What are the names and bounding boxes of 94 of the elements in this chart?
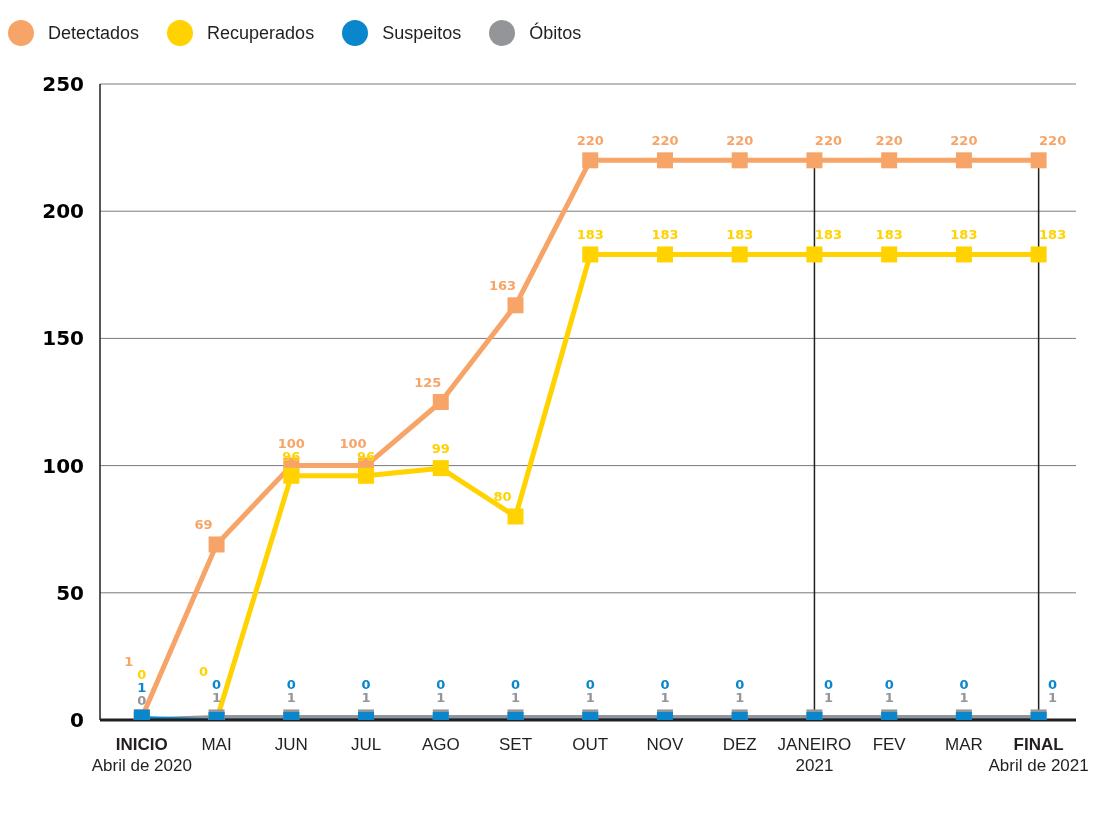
data-label: 1 — [735, 690, 745, 706]
point — [1030, 246, 1047, 263]
data-label: 183 — [1039, 227, 1067, 243]
x-tick-label: DEZ — [722, 735, 757, 754]
data-label: 183 — [814, 227, 843, 243]
data-label: 1 — [510, 690, 521, 706]
point — [881, 152, 898, 169]
data-label: 1 — [1048, 690, 1058, 706]
point — [656, 152, 673, 169]
point — [432, 394, 449, 410]
data-label: 0 — [137, 693, 147, 708]
legend-label: Suspeitos — [382, 22, 462, 44]
data-label: 183 — [950, 227, 978, 243]
legend-label: Recuperados — [207, 22, 315, 44]
data-label: 100 — [339, 435, 367, 451]
point — [881, 246, 898, 263]
data-label: 183 — [726, 227, 754, 243]
data-label: 0 — [361, 677, 371, 693]
y-tick-label: 200 — [42, 199, 84, 224]
point — [358, 467, 375, 484]
data-label: 80 — [493, 489, 512, 505]
point — [955, 152, 972, 169]
data-label: 0 — [1048, 677, 1058, 693]
x-tick-label: NOV — [646, 735, 685, 754]
data-label: 220 — [875, 133, 903, 149]
data-label: 0 — [585, 677, 595, 693]
point — [955, 246, 972, 263]
data-label: 1 — [884, 690, 894, 706]
data-label: 100 — [277, 435, 305, 451]
point — [507, 508, 524, 525]
data-label: 0 — [436, 677, 446, 693]
data-label: 125 — [414, 375, 442, 390]
data-label: 0 — [286, 677, 296, 693]
data-label: 220 — [814, 133, 843, 149]
data-label: 163 — [488, 278, 517, 294]
legend-label: Óbitos — [529, 22, 582, 44]
data-label: 0 — [212, 677, 222, 693]
data-label: 0 — [137, 667, 147, 682]
data-label: 0 — [199, 664, 209, 680]
data-label: 0 — [884, 677, 894, 693]
x-tick-label: JUL — [350, 735, 382, 754]
data-label: 1 — [585, 690, 595, 706]
point — [731, 152, 748, 169]
data-label: 1 — [959, 690, 969, 706]
data-label: 1 — [286, 690, 296, 706]
data-label: 0 — [959, 677, 969, 693]
data-label: 220 — [950, 133, 978, 149]
data-label: 0 — [660, 677, 670, 693]
y-tick-label: 150 — [42, 326, 84, 351]
legend-label: Detectados — [48, 22, 140, 44]
data-label: 220 — [576, 133, 604, 149]
data-label: 220 — [651, 133, 679, 149]
y-tick-label: 250 — [42, 72, 84, 96]
data-label: 69 — [194, 517, 213, 533]
x-tick-label: MAI — [201, 735, 232, 754]
point — [582, 152, 599, 169]
data-label: 1 — [124, 654, 134, 669]
y-tick-label: 50 — [56, 580, 84, 605]
data-label: 183 — [651, 227, 679, 243]
data-label: 220 — [726, 133, 754, 149]
x-tick-label: FEV — [872, 735, 907, 754]
point — [432, 460, 449, 477]
x-tick-label: INICIO Abril de 2020 — [91, 735, 192, 775]
point — [656, 246, 673, 263]
data-label: 0 — [510, 677, 521, 693]
data-label: 1 — [436, 690, 446, 706]
x-tick-label: JANEIRO 2021 — [777, 735, 852, 775]
data-label: 99 — [431, 441, 450, 457]
data-label: 0 — [735, 677, 745, 693]
data-label: 1 — [823, 690, 833, 706]
data-label: 1 — [361, 690, 371, 706]
data-label: 183 — [875, 227, 903, 243]
point — [507, 297, 524, 314]
point — [283, 467, 300, 484]
data-label: 1 — [137, 680, 147, 695]
data-label: 220 — [1039, 133, 1067, 149]
x-tick-label: SET — [498, 735, 533, 754]
x-tick-label: AGO — [421, 735, 460, 754]
point — [1030, 152, 1047, 169]
y-tick-label: 0 — [70, 708, 84, 732]
x-tick-label: MAR — [945, 735, 983, 754]
x-tick-label: OUT — [572, 735, 609, 754]
x-tick-label: JUN — [274, 735, 308, 754]
point — [208, 536, 225, 553]
data-label: 1 — [212, 690, 222, 706]
data-label: 1 — [660, 690, 670, 706]
x-tick-label: FINAL Abril de 2021 — [988, 735, 1089, 775]
point — [806, 152, 823, 169]
y-tick-label: 100 — [42, 453, 84, 478]
point — [731, 246, 748, 263]
data-label: 0 — [823, 677, 833, 693]
point — [582, 246, 599, 263]
data-label: 183 — [576, 227, 604, 243]
point — [806, 246, 823, 263]
